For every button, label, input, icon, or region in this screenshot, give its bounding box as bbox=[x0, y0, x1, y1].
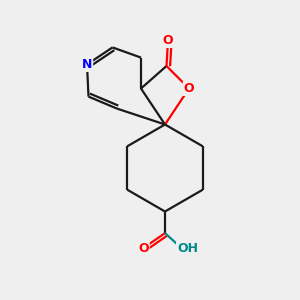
Text: O: O bbox=[138, 242, 149, 255]
Text: N: N bbox=[82, 58, 92, 71]
Text: O: O bbox=[163, 34, 173, 47]
Text: O: O bbox=[184, 82, 194, 95]
Text: OH: OH bbox=[177, 242, 198, 255]
